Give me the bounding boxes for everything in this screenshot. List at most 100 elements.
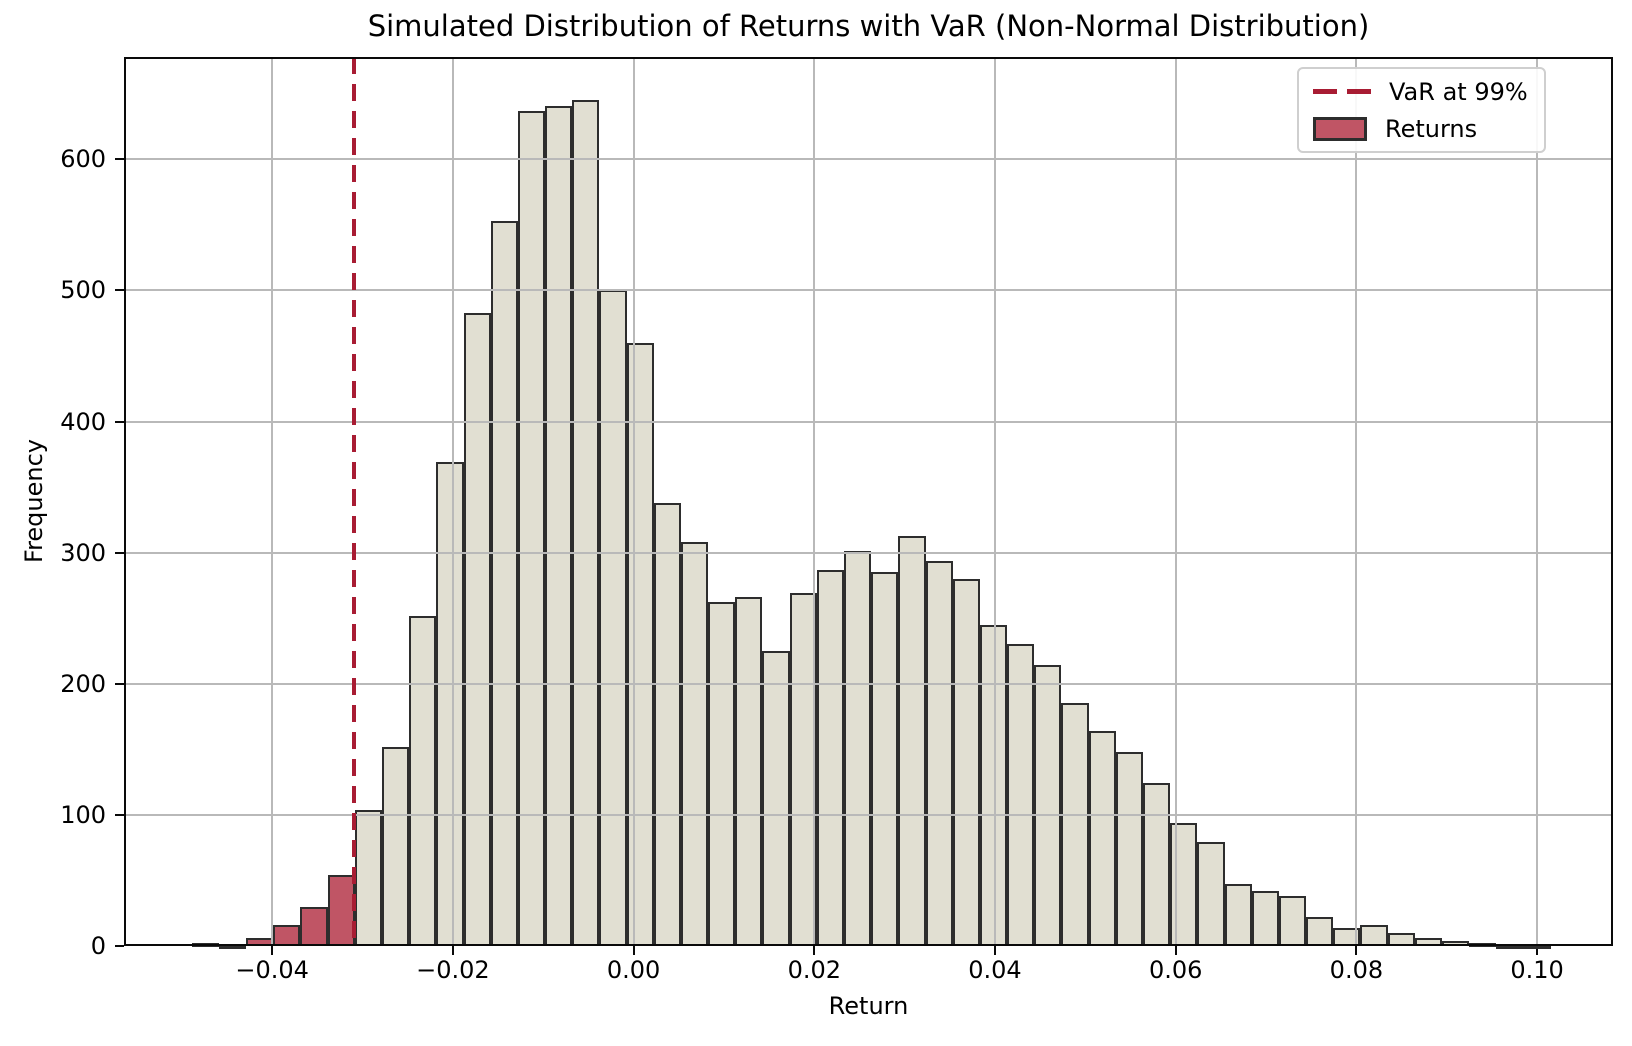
dashed-line-icon	[1313, 89, 1371, 94]
histogram-bar	[1034, 665, 1062, 946]
histogram-bar	[1306, 917, 1334, 946]
histogram-bar	[925, 560, 953, 946]
histogram-bar	[599, 290, 627, 946]
histogram-bar	[898, 535, 926, 946]
x-tick-label: 0.08	[1329, 956, 1384, 984]
histogram-bar	[409, 615, 437, 946]
histogram-bar	[680, 542, 709, 946]
histogram-bar	[354, 809, 382, 946]
x-tick-label: −0.04	[235, 956, 309, 984]
gridline-horizontal	[124, 682, 1613, 685]
y-tick-label: 600	[60, 145, 106, 174]
x-tick	[813, 946, 816, 955]
histogram-bar	[952, 578, 980, 946]
x-tick	[993, 946, 996, 955]
x-tick-label: 0.06	[1148, 956, 1203, 984]
histogram-bar	[1061, 703, 1089, 946]
gridline-horizontal	[124, 551, 1613, 554]
y-tick-label: 400	[60, 407, 106, 436]
histogram-bar	[1469, 943, 1497, 948]
x-tick-label: 0.02	[787, 956, 841, 984]
histogram-tail-bar	[327, 875, 355, 946]
var-line	[352, 57, 357, 946]
gridline-horizontal	[124, 420, 1613, 423]
histogram-bar	[545, 105, 573, 946]
histogram-tail-bar	[300, 906, 328, 946]
y-tick-label: 0	[90, 932, 106, 960]
y-tick	[115, 289, 124, 292]
histogram-bar	[1007, 644, 1035, 946]
histogram-bar	[626, 342, 654, 946]
histogram-bar	[1414, 938, 1442, 946]
gridline-vertical	[632, 57, 635, 946]
histogram-bar	[1251, 890, 1279, 946]
y-tick	[115, 420, 124, 423]
legend-item-returns: Returns	[1313, 115, 1530, 143]
histogram-tail-bar	[191, 943, 219, 948]
gridline-vertical	[1355, 57, 1358, 946]
y-tick-label: 100	[60, 800, 106, 829]
chart-title: Simulated Distribution of Returns with V…	[367, 9, 1370, 43]
histogram-bar	[572, 100, 600, 946]
histogram-bar	[735, 597, 763, 946]
histogram-bar	[1224, 884, 1252, 946]
gridline-vertical	[1536, 57, 1539, 946]
histogram-bar	[1278, 896, 1307, 946]
histogram-bar	[382, 746, 410, 946]
plot-area	[124, 57, 1613, 949]
gridline-vertical	[271, 57, 274, 946]
histogram-bar	[653, 502, 681, 946]
x-tick	[1174, 946, 1177, 955]
histogram-bar	[517, 110, 546, 946]
y-tick	[115, 945, 124, 947]
x-tick	[271, 946, 274, 955]
histogram-bar	[1197, 842, 1225, 946]
x-tick-label: −0.02	[416, 956, 490, 984]
x-tick	[1536, 946, 1539, 955]
legend-item-var: VaR at 99%	[1313, 78, 1530, 106]
histogram-bar	[463, 312, 491, 946]
gridline-vertical	[813, 57, 816, 946]
histogram-bar	[1360, 925, 1388, 946]
histogram-tail-bar	[246, 938, 274, 946]
returns-swatch-icon	[1313, 116, 1367, 141]
x-tick-label: 0.04	[968, 956, 1022, 984]
gridline-vertical	[451, 57, 454, 946]
histogram-tail-bar	[218, 944, 247, 949]
histogram-bar	[1088, 730, 1116, 946]
histogram-bar	[708, 602, 736, 946]
histogram-bar	[1441, 940, 1470, 946]
histogram-bar	[1496, 944, 1524, 949]
y-tick-label: 200	[60, 669, 106, 698]
x-tick-label: 0.00	[606, 956, 661, 984]
histogram-bar	[762, 650, 790, 946]
x-tick-label: 0.10	[1510, 956, 1564, 984]
gridline-horizontal	[124, 158, 1613, 161]
gridline-horizontal	[124, 289, 1613, 292]
histogram-bar	[1387, 932, 1415, 946]
histogram-bar	[844, 551, 872, 946]
histogram-bar	[979, 624, 1008, 946]
gridline-vertical	[993, 57, 996, 946]
legend-var-label: VaR at 99%	[1389, 77, 1528, 106]
histogram-bar	[436, 462, 464, 946]
x-tick	[451, 946, 454, 955]
histogram-tail-bar	[273, 925, 301, 946]
legend-returns-label: Returns	[1385, 114, 1478, 143]
y-tick	[115, 813, 124, 816]
histogram-bar	[816, 569, 845, 946]
histogram-bar	[1115, 751, 1143, 946]
x-tick	[1355, 946, 1358, 955]
histogram-bar	[490, 220, 518, 946]
histogram-bar	[1142, 783, 1171, 946]
x-axis-label: Return	[828, 992, 909, 1020]
gridline-horizontal	[124, 813, 1613, 816]
y-tick-label: 500	[60, 276, 106, 305]
x-tick	[632, 946, 635, 955]
y-tick-label: 300	[60, 538, 106, 567]
gridline-vertical	[1174, 57, 1177, 946]
y-tick	[115, 158, 124, 161]
y-tick	[115, 682, 124, 685]
histogram-bar	[871, 572, 899, 946]
